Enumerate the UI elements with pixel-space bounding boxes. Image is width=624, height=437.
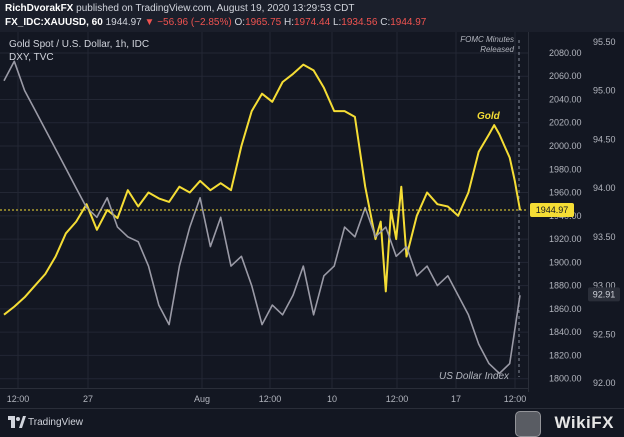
dxy-price-badge (588, 287, 620, 302)
x-tick-4: 10 (327, 394, 337, 404)
price-badges: 1944.97 92.91 (530, 203, 620, 302)
wikifx-watermark: WikiFX (554, 413, 614, 432)
x-axis-ticks: 12:00 27 Aug 12:00 10 12:00 17 12:00 (7, 394, 527, 404)
publish-line: RichDvorakFX published on TradingView.co… (5, 3, 354, 14)
right-tick-5: 94.50 (593, 134, 616, 144)
left-tick-10: 2000.00 (549, 141, 582, 151)
open-label: O: (234, 17, 246, 28)
author-name[interactable]: RichDvorakFX (5, 3, 74, 14)
price-chart[interactable]: FOMC Minutes Released Gold Spot / U.S. D… (0, 32, 624, 408)
usd-index-annotation: US Dollar Index (439, 371, 510, 382)
gold-price-badge-text: 1944.97 (536, 205, 569, 215)
right-tick-3: 93.50 (593, 232, 616, 242)
gold-series-line[interactable] (3, 63, 521, 316)
change-value: −56.96 (−2.85%) (157, 17, 232, 28)
top-bar: RichDvorakFX published on TradingView.co… (0, 0, 624, 33)
chart-background (0, 32, 624, 408)
right-tick-1: 92.50 (593, 329, 616, 339)
axes: 1800.00 1820.00 1840.00 1860.00 1880.00 1900.… (549, 37, 616, 388)
bottom-bar: TradingView WikiFX (0, 408, 624, 437)
dxy-series-line[interactable] (3, 60, 521, 375)
series-layer (3, 60, 521, 375)
left-tick-5: 1900.00 (549, 257, 582, 267)
tradingview-logo-icon[interactable] (8, 416, 26, 430)
x-tick-6: 17 (451, 394, 461, 404)
right-tick-6: 95.00 (593, 86, 616, 96)
left-tick-8: 1960.00 (549, 188, 582, 198)
left-tick-11: 2020.00 (549, 118, 582, 128)
x-tick-5: 12:00 (386, 394, 409, 404)
left-tick-9: 1980.00 (549, 164, 582, 174)
x-tick-2: Aug (194, 394, 210, 404)
gold-price-badge (530, 203, 574, 218)
close-value: 1944.97 (390, 17, 427, 28)
change-down-icon: ▼ (144, 17, 155, 28)
wikifx-badge-icon (515, 411, 541, 437)
chart-legend: Gold Spot / U.S. Dollar, 1h, IDC DXY, TV… (9, 39, 149, 63)
x-axis-line (0, 388, 528, 389)
left-tick-2: 1840.00 (549, 327, 582, 337)
dxy-price-badge-text: 92.91 (593, 289, 616, 299)
symbol-label[interactable]: FX_IDC:XAUUSD, 60 (5, 17, 103, 28)
axis-divider (528, 32, 529, 392)
legend-dxy[interactable]: DXY, TVC (9, 52, 54, 63)
last-price: 1944.97 (105, 17, 142, 28)
left-tick-3: 1860.00 (549, 304, 582, 314)
x-tick-0: 12:00 (7, 394, 30, 404)
left-tick-14: 2080.00 (549, 48, 582, 58)
low-label: L: (332, 17, 342, 28)
left-tick-4: 1880.00 (549, 281, 582, 291)
high-label: H: (284, 17, 294, 28)
publish-text: published on TradingView.com, August 19,… (76, 3, 355, 14)
close-label: C: (380, 17, 391, 28)
left-tick-12: 2040.00 (549, 94, 582, 104)
x-tick-1: 27 (83, 394, 93, 404)
fomc-label-line1: FOMC Minutes (460, 35, 514, 44)
right-tick-0: 92.00 (593, 378, 616, 388)
fomc-label-line2: Released (480, 45, 514, 54)
x-tick-3: 12:00 (259, 394, 282, 404)
open-value: 1965.75 (245, 17, 282, 28)
left-tick-6: 1920.00 (549, 234, 582, 244)
x-tick-7: 12:00 (504, 394, 527, 404)
right-tick-4: 94.00 (593, 183, 616, 193)
left-tick-1: 1820.00 (549, 350, 582, 360)
high-value: 1974.44 (294, 17, 331, 28)
low-value: 1934.56 (341, 17, 378, 28)
gold-annotation: Gold (477, 111, 501, 122)
ohlc-line: FX_IDC:XAUUSD, 60 1944.97 ▼ −56.96 (−2.8… (5, 17, 426, 28)
tradingview-brand[interactable]: TradingView (28, 417, 84, 428)
legend-gold[interactable]: Gold Spot / U.S. Dollar, 1h, IDC (9, 39, 149, 50)
right-tick-7: 95.50 (593, 37, 616, 47)
left-tick-13: 2060.00 (549, 71, 582, 81)
left-tick-0: 1800.00 (549, 374, 582, 384)
right-tick-2: 93.00 (593, 281, 616, 291)
